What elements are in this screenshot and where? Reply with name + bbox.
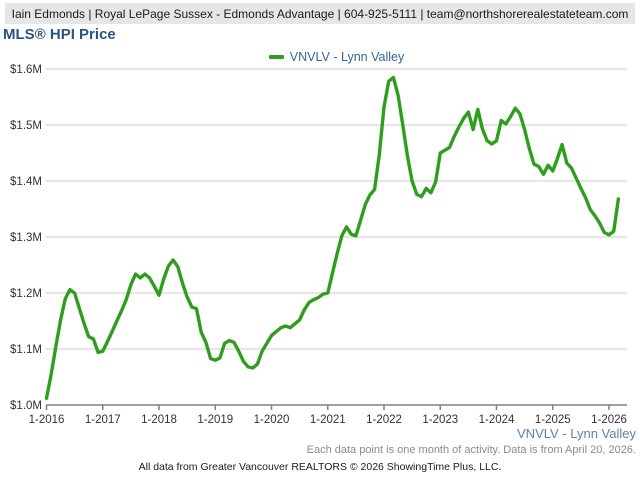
x-axis-tick-label: 1-2026	[591, 414, 627, 426]
hpi-price-series-line	[44, 75, 621, 400]
chart-legend: VNVLV - Lynn Valley	[46, 49, 627, 65]
legend-series-label: VNVLV - Lynn Valley	[289, 50, 405, 64]
x-axis-tick-label: 1-2023	[422, 414, 458, 426]
y-axis-tick-label: $1.3M	[10, 232, 42, 244]
x-axis-tick-label: 1-2025	[535, 414, 571, 426]
y-axis-tick-label: $1.6M	[10, 64, 42, 76]
contact-header-bar: Iain Edmonds | Royal LePage Sussex - Edm…	[5, 3, 635, 24]
x-axis-tick-label: 1-2019	[197, 414, 233, 426]
footer-attribution: All data from Greater Vancouver REALTORS…	[138, 461, 502, 473]
footer-series-label: VNVLV - Lynn Valley	[517, 426, 636, 441]
x-axis-tick-label: 1-2016	[29, 414, 65, 426]
legend-line-swatch-icon	[268, 55, 284, 59]
footer-data-note: Each data point is one month of activity…	[306, 444, 636, 456]
x-axis-tick-label: 1-2021	[310, 414, 346, 426]
x-axis-tick-label: 1-2020	[254, 414, 290, 426]
y-axis-tick-label: $1.0M	[10, 400, 42, 412]
y-axis-tick-label: $1.2M	[10, 288, 42, 300]
x-axis-tick-label: 1-2018	[141, 414, 177, 426]
contact-header-text: Iain Edmonds | Royal LePage Sussex - Edm…	[11, 6, 629, 21]
y-axis-tick-label: $1.5M	[10, 120, 42, 132]
y-axis-tick-label: $1.4M	[10, 176, 42, 188]
y-axis-tick-label: $1.1M	[10, 344, 42, 356]
page-title: MLS® HPI Price	[3, 26, 116, 43]
x-axis-tick-label: 1-2022	[366, 414, 402, 426]
x-axis-tick-label: 1-2024	[479, 414, 515, 426]
x-axis-tick-label: 1-2017	[85, 414, 121, 426]
